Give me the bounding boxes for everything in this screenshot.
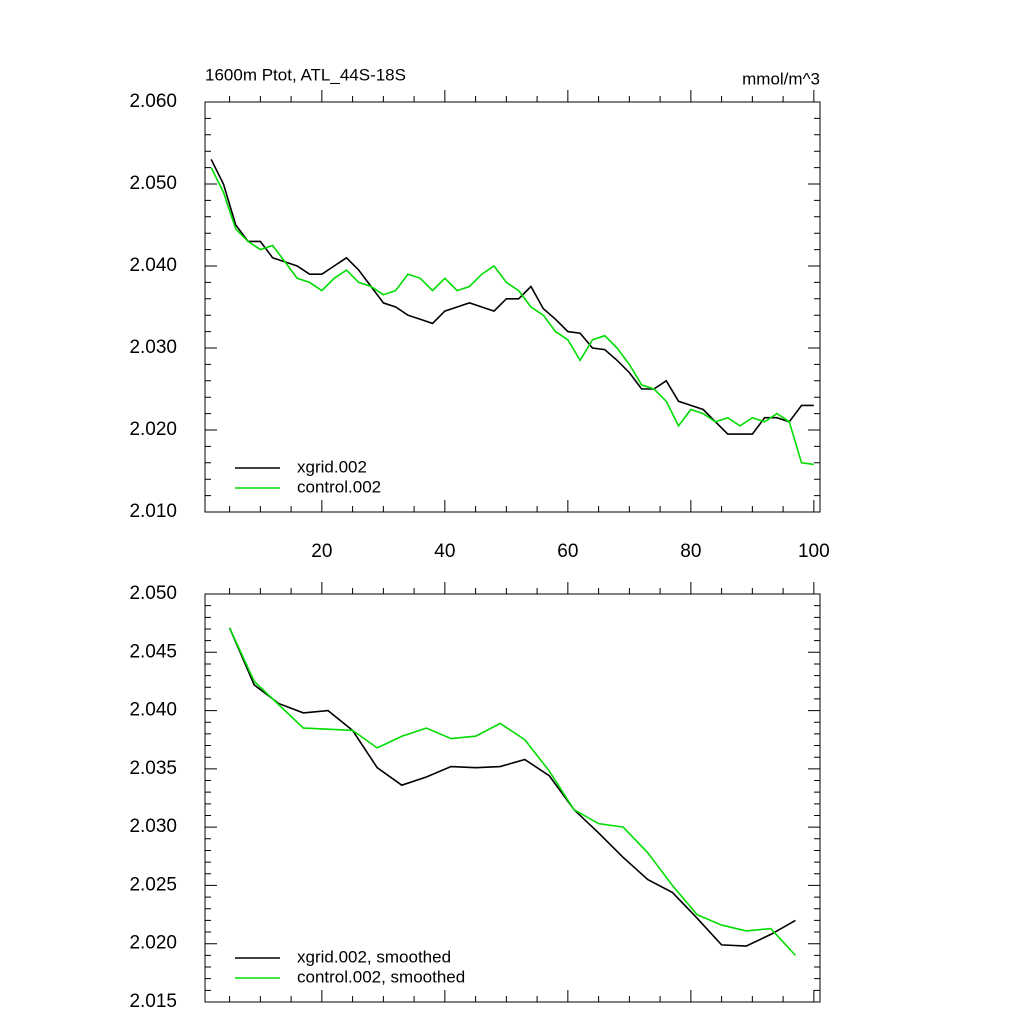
plot-frame xyxy=(204,101,821,513)
y-tick-label: 2.060 xyxy=(129,91,177,112)
data-line xyxy=(228,627,796,956)
y-tick-label: 2.030 xyxy=(129,337,177,358)
data-line xyxy=(210,167,814,466)
chart-title: 1600m Ptot, ATL_44S-18S xyxy=(205,65,406,84)
x-tick-label: 80 xyxy=(680,541,701,562)
legend-label: control.002 xyxy=(297,477,381,496)
y-tick-label: 2.040 xyxy=(129,255,177,276)
legend-label: xgrid.002 xyxy=(297,457,367,476)
y-tick-label: 2.025 xyxy=(129,874,177,895)
y-tick-label: 2.020 xyxy=(129,419,177,440)
y-tick-label: 2.020 xyxy=(129,933,177,954)
y-tick-label: 2.030 xyxy=(129,816,177,837)
x-tick-label: 60 xyxy=(557,541,578,562)
y-tick-label: 2.035 xyxy=(129,758,177,779)
y-tick-label: 2.015 xyxy=(129,991,177,1012)
x-tick-label: 100 xyxy=(798,541,830,562)
data-line xyxy=(210,159,814,435)
plot-frame xyxy=(204,593,821,1003)
legend-label: control.002, smoothed xyxy=(297,967,465,986)
x-tick-label: 40 xyxy=(434,541,455,562)
y-tick-label: 2.010 xyxy=(129,501,177,522)
x-tick-label: 20 xyxy=(311,541,332,562)
y-tick-label: 2.045 xyxy=(129,641,177,662)
units-label: mmol/m^3 xyxy=(742,69,820,88)
data-line xyxy=(228,627,796,947)
y-tick-label: 2.050 xyxy=(129,583,177,604)
y-tick-label: 2.040 xyxy=(129,700,177,721)
y-tick-label: 2.050 xyxy=(129,173,177,194)
legend-label: xgrid.002, smoothed xyxy=(297,947,451,966)
